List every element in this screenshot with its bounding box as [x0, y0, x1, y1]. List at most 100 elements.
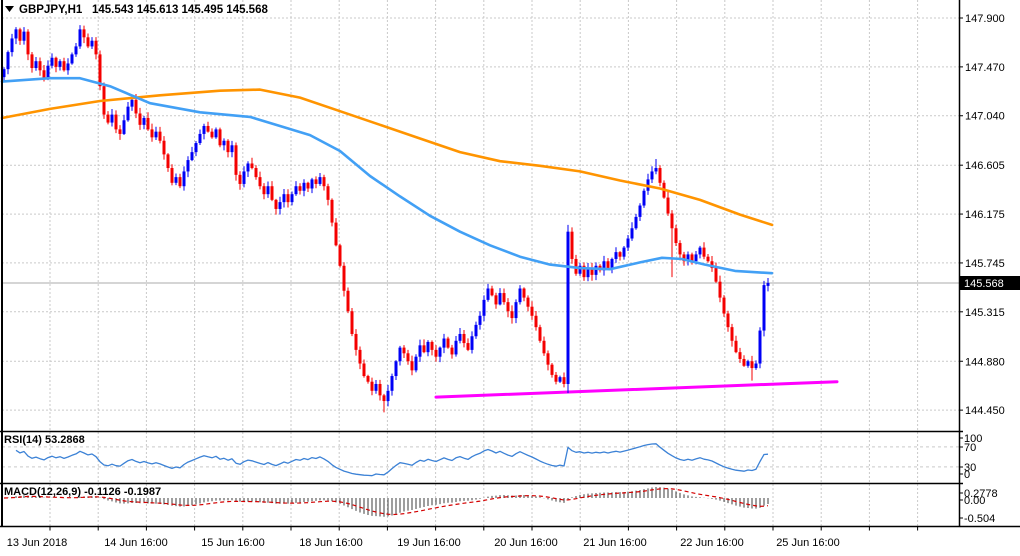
- candle: [642, 188, 646, 208]
- candle: [454, 335, 458, 357]
- candle-body: [274, 199, 278, 209]
- candle-body: [382, 395, 386, 402]
- candle: [198, 129, 202, 145]
- candle-body: [378, 383, 382, 396]
- candle: [22, 27, 26, 45]
- candle: [194, 141, 198, 157]
- candle-body: [386, 390, 390, 402]
- candle-body: [62, 61, 66, 71]
- candle: [490, 285, 494, 297]
- candle-body: [566, 231, 570, 384]
- candle: [722, 295, 726, 317]
- candle-body: [434, 349, 438, 357]
- symbol-dropdown-icon[interactable]: [5, 6, 14, 12]
- candle: [74, 43, 78, 57]
- candle: [406, 349, 410, 365]
- candle: [410, 355, 414, 376]
- candle: [38, 57, 42, 76]
- candle-body: [726, 313, 730, 328]
- candle: [158, 126, 162, 144]
- price-axis-label: 146.175: [965, 209, 1005, 221]
- candle-body: [686, 254, 690, 262]
- candle: [218, 127, 222, 148]
- candle-body: [398, 347, 402, 362]
- candle: [342, 262, 346, 297]
- candle-body: [466, 343, 470, 350]
- candle: [638, 203, 642, 221]
- chart-title: GBPJPY,H1 145.543 145.613 145.495 145.56…: [5, 4, 268, 16]
- candle-body: [202, 125, 206, 134]
- candle: [106, 111, 110, 125]
- candle: [78, 25, 82, 49]
- candle: [394, 360, 398, 380]
- candle-body: [38, 61, 42, 71]
- candle-body: [318, 177, 322, 184]
- candle: [510, 305, 514, 324]
- candle: [426, 340, 430, 357]
- candle-body: [282, 194, 286, 203]
- candle-body: [622, 247, 626, 257]
- candle-body: [738, 352, 742, 359]
- candle-body: [678, 243, 682, 255]
- candle-body: [122, 120, 126, 134]
- candle-body: [638, 205, 642, 217]
- candle: [382, 393, 386, 413]
- candle: [274, 198, 278, 215]
- candle-body: [530, 306, 534, 316]
- candle-body: [562, 377, 566, 384]
- candle-body: [510, 311, 514, 319]
- candle: [514, 299, 518, 324]
- candle-body: [314, 179, 318, 184]
- candle-body: [618, 252, 622, 257]
- candle-body: [710, 261, 714, 269]
- candle: [622, 245, 626, 260]
- candle: [6, 50, 10, 75]
- candle: [438, 346, 442, 363]
- candle: [658, 165, 662, 187]
- grid-layer: [2, 0, 959, 527]
- candle: [746, 359, 750, 368]
- candle-body: [550, 364, 554, 375]
- candle-body: [766, 283, 770, 286]
- candle-body: [110, 114, 114, 123]
- indicator-axis-label: 0.2778: [964, 488, 998, 500]
- candle-body: [286, 194, 290, 203]
- candle-body: [130, 99, 134, 107]
- frame-layer: [0, 0, 1020, 528]
- candle-body: [342, 265, 346, 291]
- candle-body: [94, 40, 98, 55]
- macd-indicator-label: MACD(12,26,9) -0.1126 -0.1987: [4, 486, 161, 498]
- candle: [750, 355, 754, 381]
- candle-body: [558, 377, 562, 382]
- candle: [486, 283, 490, 302]
- candle-body: [514, 302, 518, 319]
- candle: [414, 354, 418, 373]
- candle: [594, 262, 598, 281]
- candle: [602, 255, 606, 276]
- candle-body: [718, 281, 722, 298]
- candle-body: [750, 361, 754, 369]
- candle-body: [78, 29, 82, 47]
- candle-body: [590, 268, 594, 275]
- candle: [86, 33, 90, 49]
- candle: [650, 166, 654, 184]
- candle-body: [610, 258, 614, 269]
- candle-body: [30, 54, 34, 69]
- rsi-indicator-label: RSI(14) 53.2868: [4, 434, 85, 446]
- candle-body: [174, 177, 178, 183]
- candle: [374, 380, 378, 394]
- price-axis-label: 147.040: [965, 111, 1005, 123]
- candle: [322, 174, 326, 191]
- candle: [458, 327, 462, 344]
- candle: [90, 37, 94, 49]
- candle-body: [46, 65, 50, 79]
- rsi-line: [15, 443, 769, 477]
- candle-body: [334, 222, 338, 246]
- candle-body: [442, 338, 446, 348]
- time-axis-label: 15 Jun 16:00: [201, 537, 265, 549]
- candle: [350, 307, 354, 337]
- candle-body: [762, 285, 766, 331]
- candle-body: [414, 356, 418, 371]
- candle: [366, 374, 370, 384]
